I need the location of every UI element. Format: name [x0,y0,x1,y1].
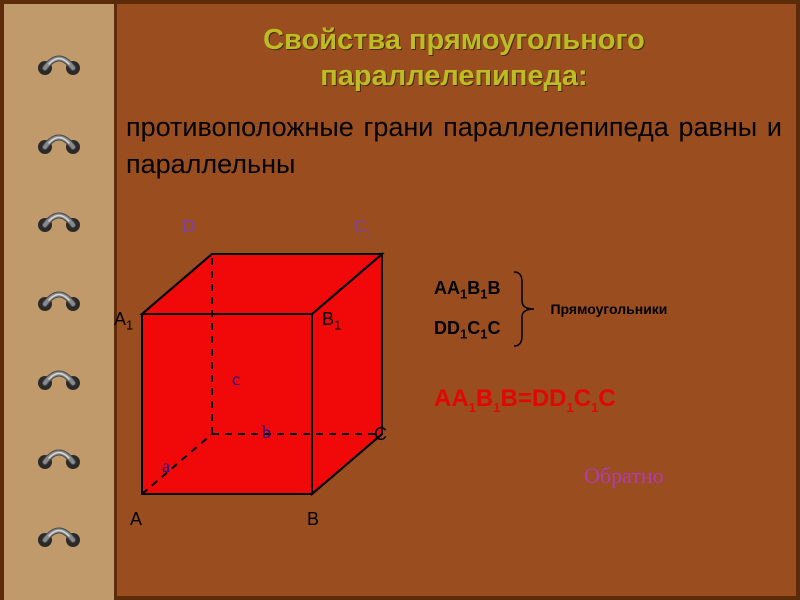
cube-svg [112,224,412,564]
vertex-label-B1: B1 [322,309,341,333]
vertex-label-A1: A1 [114,309,133,333]
binding-ring-icon [31,53,87,83]
cube-figure: ABCDA1B1C1abc [112,224,412,584]
vertex-label-C: C [374,424,387,445]
binding-ring-icon [31,132,87,162]
face-name-1: AA1B1B [434,269,500,309]
edge-label-c: c [232,369,240,390]
slide-root: Свойства прямоугольного параллелепипеда:… [0,0,800,600]
equality-equation: AA1B1B=DD1C1C [434,385,800,415]
binding-ring-icon [31,525,87,555]
title-line-2: параллелепипеда: [320,60,587,92]
bracket-label: Прямоугольники [550,301,667,317]
binding-ring-icon [31,289,87,319]
face-name-2: DD1C1C [434,309,500,349]
right-info-block: AA1B1B DD1C1C Прямоугольники AA1B1B=DD1C… [434,269,800,489]
vertex-label-B: B [307,509,319,530]
edge-label-b: b [262,422,271,443]
curly-bracket-icon [510,270,540,348]
slide-title: Свойства прямоугольного параллелепипеда: [104,22,800,95]
title-line-1: Свойства прямоугольного [263,24,645,56]
vertex-label-A: A [130,509,142,530]
binding-ring-icon [31,447,87,477]
body-text: противоположные грани параллелепипеда ра… [126,109,782,185]
binding-ring-icon [31,368,87,398]
slide-content: Свойства прямоугольного параллелепипеда:… [104,4,800,600]
notebook-binding [4,4,117,600]
binding-ring-icon [31,210,87,240]
edge-label-a: a [162,456,170,477]
face-names: AA1B1B DD1C1C [434,269,500,349]
back-link[interactable]: Обратно [584,463,800,489]
faces-bracket-row: AA1B1B DD1C1C Прямоугольники [434,269,800,349]
vertex-label-D: D [182,216,195,237]
vertex-label-C1: C1 [354,216,373,241]
